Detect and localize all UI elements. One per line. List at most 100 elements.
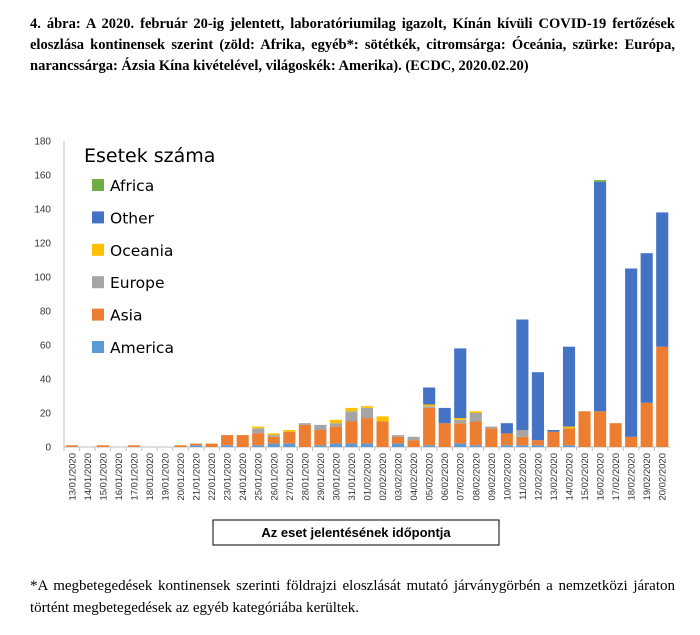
bar-segment-asia <box>236 435 249 447</box>
bar-segment-asia <box>500 433 513 446</box>
bar-segment-europe <box>252 428 265 434</box>
chart-axes: 0 20 40 60 80 100 120 140 160 180 13/01/2020 14/01/… <box>34 137 670 501</box>
bar-segment-oceania <box>360 406 374 408</box>
bar-segment-america <box>423 445 436 447</box>
bar-segment-asia <box>314 430 327 446</box>
x-tick-label: 23/01/2020 <box>223 453 234 501</box>
bar-segment-america <box>345 443 358 447</box>
legend-swatch-europe <box>92 276 104 289</box>
chart-legend: Esetek száma Africa Other Oceania Europe Asi… <box>84 145 215 357</box>
legend-swatch-asia <box>92 308 104 321</box>
bar-segment-asia <box>283 431 296 444</box>
bar-segment-asia <box>96 445 109 447</box>
x-tick-label: 19/01/2020 <box>161 453 172 501</box>
x-tick-label: 28/01/2020 <box>300 453 311 501</box>
bar-segment-other <box>625 268 638 437</box>
x-tick-label: 25/01/2020 <box>254 453 265 501</box>
bar-segment-asia <box>562 428 576 446</box>
x-tick-label: 04/02/2020 <box>409 453 420 501</box>
bar-segment-europe <box>407 436 420 441</box>
bar-segment-other <box>438 407 451 424</box>
x-tick-label: 26/01/2020 <box>269 453 280 501</box>
x-tick-label: 29/01/2020 <box>316 453 327 501</box>
x-tick-label: 19/02/2020 <box>642 453 653 501</box>
y-tick-label: 60 <box>40 341 52 352</box>
x-tick-label: 16/02/2020 <box>596 453 607 501</box>
y-tick-label: 100 <box>34 273 51 284</box>
bar-segment-asia <box>267 436 280 444</box>
bar-segment-america <box>221 445 234 447</box>
x-tick-label: 20/02/2020 <box>658 453 669 501</box>
stacked-bar-chart: 0 20 40 60 80 100 120 140 160 180 13/01/2020 14/01/… <box>34 137 670 546</box>
bar-segment-asia <box>454 423 467 444</box>
legend-label-europe: Europe <box>110 274 165 292</box>
x-tick-label: 09/02/2020 <box>487 453 498 501</box>
bar-segment-america <box>252 445 265 447</box>
bar-segment-asia <box>640 402 653 447</box>
bar-segment-europe <box>329 423 342 427</box>
y-tick-label: 140 <box>34 205 51 216</box>
legend-label-oceania: Oceania <box>110 242 173 260</box>
bar-segment-other <box>454 348 467 419</box>
bar-segment-asia <box>485 428 498 447</box>
x-tick-label: 14/02/2020 <box>565 453 576 501</box>
y-tick-label: 80 <box>40 307 52 318</box>
bar-segment-asia <box>469 421 482 446</box>
x-tick-label: 01/02/2020 <box>363 453 374 501</box>
bar-segment-asia <box>547 431 560 447</box>
bar-segment-asia <box>205 443 218 447</box>
bar-segment-america <box>454 443 467 447</box>
bar-segment-asia <box>609 423 622 447</box>
x-tick-label: 17/01/2020 <box>129 453 140 501</box>
x-tick-label: 15/02/2020 <box>580 453 591 501</box>
y-tick-label: 0 <box>45 443 51 454</box>
x-tick-label: 16/01/2020 <box>114 453 125 501</box>
bar-segment-europe <box>423 406 436 408</box>
bar-segment-asia <box>392 436 405 444</box>
bar-segment-europe <box>267 435 280 437</box>
bar-segment-oceania <box>267 433 280 436</box>
bar-segment-asia <box>252 433 265 446</box>
bar-segment-asia <box>516 436 529 446</box>
x-tick-label: 06/02/2020 <box>440 453 451 501</box>
bar-segment-other <box>656 212 669 347</box>
bar-segment-asia <box>376 421 389 447</box>
bar-segment-europe <box>469 413 482 422</box>
legend-swatch-africa <box>92 179 104 191</box>
bar-segment-oceania <box>423 404 436 407</box>
legend-label-other: Other <box>110 209 155 227</box>
bar-segment-other <box>547 430 560 432</box>
bar-segment-america <box>283 443 296 447</box>
legend-label-america: America <box>110 339 174 357</box>
legend-swatch-oceania <box>92 243 104 256</box>
bar-segment-oceania <box>283 430 296 432</box>
x-tick-label: 08/02/2020 <box>471 453 482 501</box>
bar-segment-america <box>500 445 513 447</box>
bar-segment-asia <box>438 423 451 447</box>
bar-segment-asia <box>407 440 420 447</box>
legend-label-africa: Africa <box>110 177 154 195</box>
bar-segment-asia <box>423 407 436 446</box>
bar-segment-europe <box>360 407 374 419</box>
bar-segment-other <box>516 319 529 430</box>
bar-segment-america <box>392 443 405 447</box>
bar-segment-asia <box>221 435 234 446</box>
bar-segment-asia <box>656 346 669 447</box>
legend-label-asia: Asia <box>110 307 142 325</box>
bar-segment-asia <box>625 436 638 447</box>
x-tick-label: 24/01/2020 <box>238 453 249 501</box>
bar-segment-america <box>329 443 342 447</box>
bar-segment-america <box>360 443 374 447</box>
bar-segment-america <box>314 445 327 447</box>
bar-segment-america <box>562 445 576 447</box>
legend-swatch-other <box>92 211 104 224</box>
bar-segment-asia <box>531 440 544 446</box>
x-tick-label: 20/01/2020 <box>176 453 187 501</box>
y-tick-label: 20 <box>40 409 52 420</box>
bar-segment-other <box>500 423 513 434</box>
bar-segment-europe <box>345 411 358 422</box>
bar-segment-other <box>562 346 576 427</box>
y-tick-label: 120 <box>34 239 51 250</box>
x-tick-label: 15/01/2020 <box>98 453 109 501</box>
chart-bars <box>65 180 669 447</box>
